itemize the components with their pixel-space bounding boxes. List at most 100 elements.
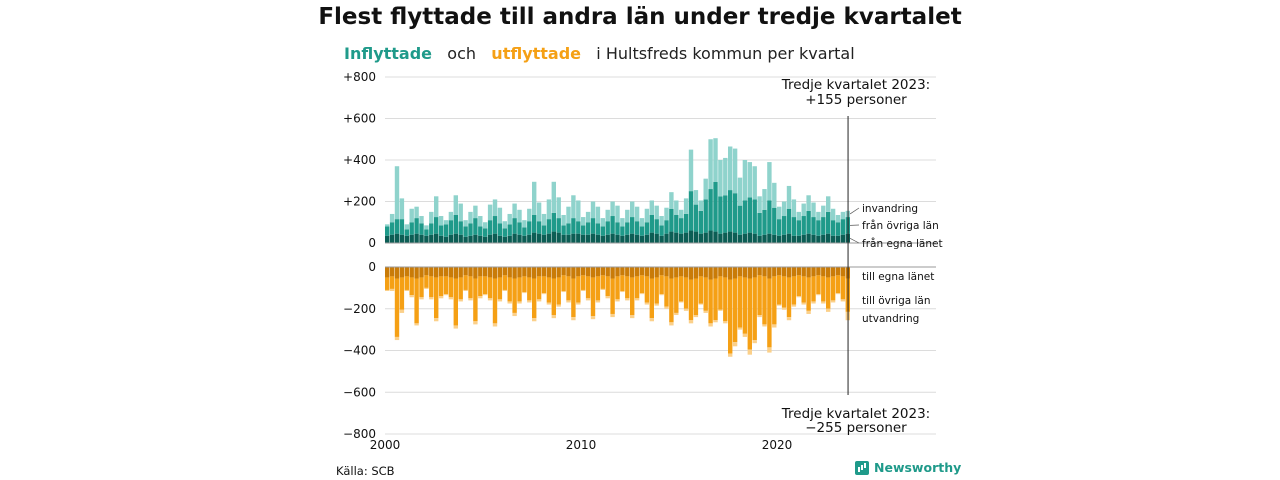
- inflow-bar-other-counties: [659, 225, 664, 236]
- inflow-series-label: invandring: [862, 203, 918, 215]
- outflow-bar-emigration: [590, 316, 596, 320]
- inflow-bar-immigration: [826, 196, 831, 212]
- outflow-bar-other-counties: [512, 278, 517, 313]
- inflow-bar-own-county: [683, 232, 689, 243]
- outflow-bar-other-counties: [679, 276, 684, 302]
- inflow-bar-other-counties: [840, 219, 846, 235]
- outflow-bar-own-county: [742, 267, 748, 278]
- inflow-bar-immigration: [478, 216, 483, 227]
- inflow-bar-immigration: [512, 203, 517, 219]
- outflow-bar-own-county: [605, 267, 610, 277]
- inflow-bar-other-counties: [590, 218, 596, 234]
- outflow-bar-other-counties: [791, 276, 797, 305]
- outflow-bar-own-county: [723, 267, 728, 278]
- inflow-bar-other-counties: [595, 223, 601, 235]
- outflow-bar-own-county: [708, 267, 713, 280]
- inflow-bar-own-county: [492, 233, 498, 243]
- inflow-bar-own-county: [826, 233, 831, 243]
- inflow-bar-own-county: [419, 234, 424, 243]
- outflow-bar-own-county: [674, 267, 679, 278]
- outflow-bar-emigration: [438, 296, 444, 299]
- inflow-bar-other-counties: [497, 223, 503, 236]
- inflow-bar-other-counties: [777, 219, 782, 236]
- inflow-bar-own-county: [718, 233, 723, 243]
- x-tick-label: 2020: [762, 438, 793, 452]
- outflow-bar-own-county: [713, 267, 718, 279]
- inflow-bar-other-counties: [835, 222, 841, 236]
- inflow-bar-immigration: [473, 205, 478, 219]
- inflow-bar-other-counties: [615, 222, 620, 235]
- inflow-bar-other-counties: [786, 208, 792, 234]
- outflow-bar-own-county: [835, 267, 841, 276]
- inflow-bar-other-counties: [713, 181, 718, 232]
- inflow-bar-own-county: [576, 233, 581, 243]
- outflow-bar-emigration: [448, 297, 454, 300]
- outflow-bar-other-counties: [620, 275, 625, 292]
- inflow-bar-own-county: [610, 233, 615, 243]
- chart-title: Flest flyttade till andra län under tred…: [318, 4, 962, 30]
- outflow-bar-own-county: [620, 267, 625, 276]
- outflow-bar-emigration: [728, 353, 733, 357]
- outflow-bar-other-counties: [742, 277, 748, 334]
- outflow-bar-other-counties: [576, 276, 581, 303]
- inflow-bar-other-counties: [517, 222, 522, 235]
- outflow-bar-other-counties: [468, 276, 473, 299]
- inflow-bar-own-county: [723, 232, 728, 243]
- inflow-bar-other-counties: [487, 220, 493, 235]
- inflow-bar-other-counties: [414, 218, 419, 234]
- outflow-bar-other-counties: [483, 276, 488, 295]
- outflow-series-label: till övriga län: [862, 295, 931, 307]
- inflow-bar-other-counties: [781, 216, 787, 235]
- annotation-bottom-line2: −255 personer: [805, 420, 907, 436]
- outflow-bar-other-counties: [649, 278, 654, 319]
- outflow-bar-own-county: [512, 267, 517, 279]
- outflow-bar-emigration: [502, 289, 507, 292]
- outflow-bar-own-county: [541, 267, 547, 277]
- outflow-bar-own-county: [683, 267, 689, 278]
- inflow-bar-immigration: [762, 189, 767, 210]
- outflow-bar-own-county: [669, 267, 674, 279]
- inflow-bar-own-county: [713, 231, 718, 243]
- inflow-bar-other-counties: [610, 216, 615, 234]
- inflow-bar-other-counties: [404, 229, 409, 236]
- inflow-bar-other-counties: [409, 222, 414, 235]
- outflow-series-label: utvandring: [862, 313, 919, 325]
- inflow-bar-other-counties: [532, 214, 537, 233]
- outflow-bar-other-counties: [409, 277, 414, 296]
- inflow-bar-immigration: [483, 222, 488, 229]
- outflow-bar-own-county: [791, 267, 797, 277]
- outflow-bar-other-counties: [434, 277, 439, 319]
- inflow-bar-immigration: [698, 200, 703, 211]
- outflow-bar-own-county: [718, 267, 723, 277]
- inflow-bar-own-county: [615, 234, 620, 243]
- inflow-bar-other-counties: [448, 220, 454, 235]
- outflow-bar-emigration: [835, 293, 841, 295]
- inflow-bar-other-counties: [541, 225, 547, 235]
- outflow-bar-emigration: [541, 293, 547, 295]
- outflow-bar-emigration: [742, 333, 748, 337]
- y-tick-label: +600: [343, 112, 376, 126]
- outflow-bar-own-county: [434, 267, 439, 278]
- outflow-bar-own-county: [816, 267, 821, 276]
- inflow-bar-immigration: [536, 202, 542, 222]
- inflow-bar-other-counties: [389, 222, 395, 235]
- inflow-bar-own-county: [458, 234, 463, 243]
- inflow-bar-own-county: [468, 235, 473, 243]
- inflow-bar-other-counties: [762, 209, 767, 235]
- outflow-bar-other-counties: [389, 276, 395, 289]
- outflow-bar-emigration: [796, 296, 801, 298]
- inflow-bar-immigration: [630, 201, 635, 218]
- inflow-bar-other-counties: [605, 221, 610, 235]
- inflow-bar-other-counties: [796, 220, 801, 236]
- outflow-bar-emigration: [517, 301, 522, 304]
- outflow-series-label: till egna länet: [862, 271, 934, 283]
- inflow-bar-immigration: [419, 216, 424, 224]
- outflow-bar-emigration: [512, 312, 517, 317]
- outflow-bar-other-counties: [732, 278, 738, 343]
- inflow-bar-own-county: [630, 233, 635, 243]
- subtitle-outflow-word: utflyttade: [491, 44, 582, 63]
- outflow-bar-other-counties: [527, 277, 532, 301]
- outflow-bar-other-counties: [541, 276, 547, 294]
- outflow-bar-emigration: [840, 299, 846, 302]
- inflow-bar-other-counties: [478, 226, 483, 236]
